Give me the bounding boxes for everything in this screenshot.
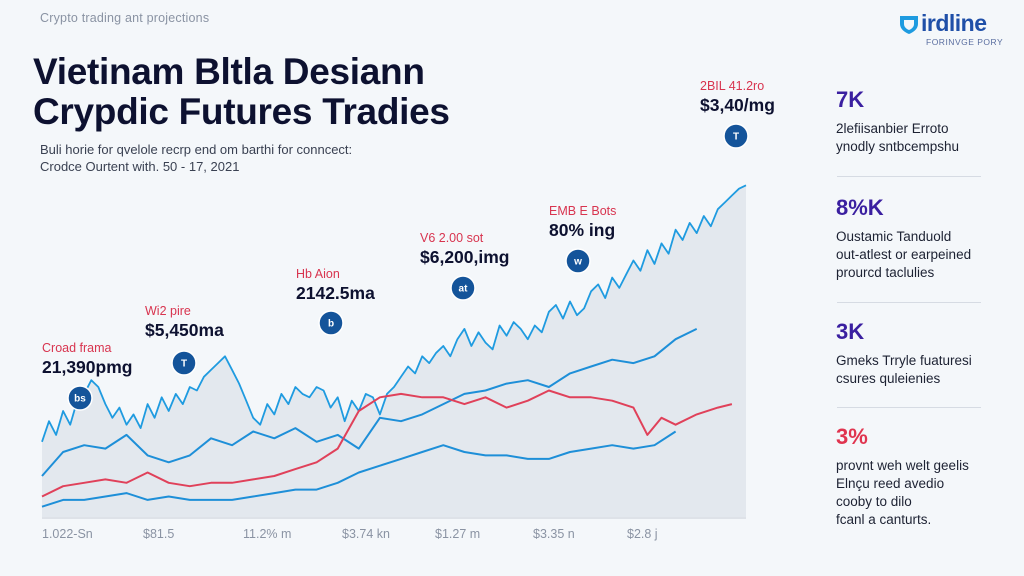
chart-title-line-2: Crypdic Futures Tradies	[33, 91, 450, 132]
series-line-1	[41, 184, 747, 443]
stat-description-line: Gmeks Trryle fuaturesi	[836, 353, 972, 368]
stat-description: provnt weh welt geelis Elnçu reed avedio c…	[836, 457, 986, 529]
marker-glyph: w	[573, 257, 582, 268]
annotation-marker[interactable]: T	[171, 350, 197, 376]
logo-tagline: FORINVGE PORY	[926, 37, 1004, 47]
stat-value: 3K	[836, 319, 865, 344]
chart-eyebrow: Crypto trading ant projections	[40, 11, 210, 25]
series-a-area	[42, 185, 746, 517]
logo-wordmark: irdline	[921, 10, 987, 36]
chart-subtitle-line-1: Buli horie for qvelole recrp end om bart…	[40, 142, 353, 157]
markers-layer: bs Tb at w T	[67, 123, 749, 411]
series-line-2	[41, 328, 698, 477]
x-tick-label: $1.27 m	[435, 527, 480, 541]
stat-value: 7K	[836, 87, 865, 112]
x-tick-label: $3.35 n	[533, 527, 575, 541]
chart-title: Vietinam Bltla Desiann Crypdic Futures T…	[33, 52, 450, 132]
callout-caption: V6 2.00 sot	[420, 231, 484, 245]
stat-description-line: provnt weh welt geelis	[836, 458, 969, 473]
shield-icon	[900, 15, 918, 34]
annotation-marker[interactable]: w	[565, 248, 591, 274]
brand-logo: irdline FORINVGE PORY	[898, 10, 1018, 47]
callout-caption: Croad frama	[42, 341, 112, 355]
stat-description-line: cooby to dilo	[836, 494, 912, 509]
series-line-3	[41, 389, 733, 498]
coin-icon	[723, 123, 749, 149]
coin-icon	[67, 385, 93, 411]
stat-description-line: csures quleienies	[836, 371, 941, 386]
callout-caption: EMB E Bots	[549, 204, 616, 218]
callout-value: 21,390pmg	[42, 357, 132, 377]
coin-icon	[171, 350, 197, 376]
annotation-marker[interactable]: T	[723, 123, 749, 149]
coin-icon	[318, 310, 344, 336]
callout-value: 80% ing	[549, 220, 615, 240]
stat-description: Gmeks Trryle fuaturesi csures quleienies	[836, 352, 986, 388]
callout-caption: 2BIL 41.2ro	[700, 79, 764, 93]
x-ticks-layer: 1.022-Sn $81.5 11.2% m $3.74 kn $1.27 m $3.35…	[42, 527, 658, 541]
stat-block: 3K Gmeks Trryle fuaturesi csures quleienie…	[836, 320, 986, 388]
lines-layer	[41, 184, 747, 508]
stat-description: Oustamic Tanduold out-atlest or earpeined…	[836, 228, 986, 282]
stat-description-line: ynodly sntbcempshu	[836, 139, 960, 154]
stat-description-line: 2lefiisanbier Erroto	[836, 121, 949, 136]
x-tick-label: $2.8 j	[627, 527, 658, 541]
stat-description-line: Oustamic Tanduold	[836, 229, 952, 244]
annotation-marker[interactable]: at	[450, 275, 476, 301]
annotation-marker[interactable]: bs	[67, 385, 93, 411]
stats-divider	[837, 407, 981, 408]
stat-block: 8%K Oustamic Tanduold out-atlest or earpei…	[836, 196, 986, 282]
coin-icon	[450, 275, 476, 301]
marker-glyph: bs	[74, 394, 86, 405]
callouts-layer: Croad frama 21,390pmg Wi2 pire $5,450ma Hb A…	[42, 79, 775, 377]
callout-caption: Hb Aion	[296, 267, 340, 281]
stat-block: 7K 2lefiisanbier Erroto ynodly sntbcempshu	[836, 88, 986, 156]
stat-description-line: fcanl a canturts.	[836, 512, 932, 527]
stat-description-line: prourcd taclulies	[836, 265, 935, 280]
marker-glyph: T	[181, 359, 187, 370]
stat-description-line: Elnçu reed avedio	[836, 476, 945, 491]
x-tick-label: 1.022-Sn	[42, 527, 93, 541]
chart-title-line-1: Vietinam Bltla Desiann	[33, 51, 425, 92]
annotation-marker[interactable]: b	[318, 310, 344, 336]
coin-icon	[565, 248, 591, 274]
marker-glyph: T	[733, 132, 739, 143]
callout-caption: Wi2 pire	[145, 304, 191, 318]
marker-glyph: at	[459, 284, 469, 295]
stats-divider	[837, 302, 981, 303]
callout-value: 2142.5ma	[296, 283, 375, 303]
x-tick-label: $3.74 kn	[342, 527, 390, 541]
area-layer	[42, 185, 746, 517]
callout-value: $5,450ma	[145, 320, 224, 340]
stat-value: 8%K	[836, 195, 884, 220]
callout-value: $6,200,img	[420, 247, 510, 267]
stat-block: 3% provnt weh welt geelis Elnçu reed avedi…	[836, 425, 986, 529]
x-tick-label: $81.5	[143, 527, 174, 541]
callout-value: $3,40/mg	[700, 95, 775, 115]
stats-divider	[837, 176, 981, 177]
stat-description-line: out-atlest or earpeined	[836, 247, 972, 262]
series-line-4	[41, 430, 677, 508]
stat-value: 3%	[836, 424, 868, 449]
x-tick-label: 11.2% m	[243, 527, 291, 541]
chart-subtitle-line-2: Crodce Ourtent with. 50 - 17, 2021	[40, 159, 240, 174]
chart-subtitle: Buli horie for qvelole recrp end om bart…	[40, 141, 352, 175]
stat-description: 2lefiisanbier Erroto ynodly sntbcempshu	[836, 120, 986, 156]
marker-glyph: b	[328, 319, 334, 330]
